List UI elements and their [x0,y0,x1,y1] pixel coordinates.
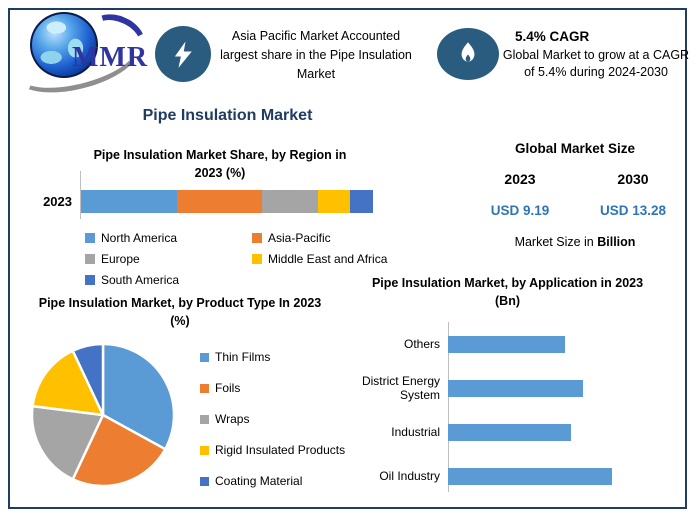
legend-swatch-middle-east-and-africa [252,254,262,264]
flame-icon [461,42,475,62]
pie-legend-item-coating-material: Coating Material [200,474,360,488]
application-bars: Others District Energy System Industrial Oi… [352,322,688,498]
region-legend-item-europe: Europe [85,252,252,266]
pie-legend-item-wraps: Wraps [200,412,360,426]
market-size-title: Global Market Size [514,141,636,156]
region-segment-middle-east-and-africa [317,190,350,213]
application-category-label: Oil Industry [379,468,440,483]
application-bar-industrial [448,423,571,441]
legend-swatch-wraps [200,414,209,424]
legend-label: Wraps [215,412,250,426]
legend-swatch-asia-pacific [252,233,262,243]
application-bar-track [448,423,688,441]
application-row-oil-industry: Oil Industry [352,454,688,498]
market-size-caption-prefix: Market Size in [514,235,598,249]
application-bar-district-energy-system [448,379,583,397]
lightning-badge [155,26,211,82]
mmr-logo: MMR [9,5,152,104]
application-axis-line [448,322,449,492]
legend-label: Rigid Insulated Products [215,443,346,457]
cagr-title: 5.4% CAGR [515,29,590,44]
pie-legend: Thin Films Foils Wraps Rigid Insulated Prod… [200,350,360,488]
globe-icon [30,12,98,78]
page-title: Pipe Insulation Market [142,107,313,124]
pie-legend-item-thin-films: Thin Films [200,350,360,364]
legend-swatch-coating-material [200,476,209,486]
application-category-label: Industrial [391,424,440,439]
legend-label: North America [101,231,178,245]
market-size-value-2030: USD 13.28 [599,203,667,218]
legend-label: South America [101,273,180,287]
region-legend-item-south-america: South America [85,273,252,287]
application-bar-track [448,467,688,485]
region-legend-item-middle-east-and-africa: Middle East and Africa [252,252,395,266]
market-size-caption-unit: Billion [597,235,636,249]
pie-chart-graphic [30,342,176,488]
cagr-text: Global Market to grow at a CAGR of 5.4% … [502,48,690,79]
application-category-label: District Energy System [361,373,440,402]
legend-label: Coating Material [215,474,303,488]
region-legend: North America Asia-Pacific Europe Middle Ea… [85,231,395,287]
pie-legend-item-foils: Foils [200,381,360,395]
legend-label: Foils [215,381,241,395]
application-row-industrial: Industrial [352,410,688,454]
pie-slice-coating-material [71,342,105,417]
pie-legend-item-rigid-insulated-products: Rigid Insulated Products [200,443,360,457]
application-bar-others [448,335,566,353]
application-bar-track [448,335,688,353]
pie-slice-wraps [30,404,105,481]
region-axis-line [80,171,81,219]
market-size-caption: Market Size in Billion [450,235,699,249]
legend-label: Asia-Pacific [268,231,331,245]
market-size-value-2023: USD 9.19 [490,203,550,218]
application-row-district-energy-system: District Energy System [352,366,688,410]
market-size-year-2030: 2030 [617,171,649,187]
market-size-year-2023: 2023 [504,171,536,187]
legend-swatch-north-america [85,233,95,243]
legend-swatch-rigid-insulated-products [200,445,209,455]
flame-badge [437,28,499,80]
pie-slice-thin-films [101,342,176,451]
legend-swatch-foils [200,383,209,393]
legend-label: Thin Films [215,350,271,364]
region-stacked-bar [81,190,373,213]
application-row-others: Others [352,322,688,366]
region-segment-asia-pacific [177,190,263,213]
region-category-label: 2023 [43,194,72,209]
region-legend-item-asia-pacific: Asia-Pacific [252,231,395,245]
application-bar-oil-industry [448,467,612,485]
application-bar-track [448,379,688,397]
banner-highlight-text: Asia Pacific Market Accounted largest sh… [220,29,412,81]
pie-slice-rigid-insulated-products [31,349,105,417]
pie-chart-title: Pipe Insulation Market, by Product Type … [38,296,322,329]
logo-text: MMR [72,42,149,73]
legend-swatch-thin-films [200,352,209,362]
legend-label: Europe [101,252,140,266]
legend-swatch-europe [85,254,95,264]
region-segment-europe [262,190,318,213]
legend-label: Middle East and Africa [268,252,388,266]
region-chart-title: Pipe Insulation Market Share, by Region … [93,148,347,181]
application-chart-title: Pipe Insulation Market, by Application i… [371,276,644,309]
region-legend-item-north-america: North America [85,231,252,245]
lightning-icon [174,41,192,68]
region-segment-north-america [81,190,178,213]
region-segment-south-america [349,190,373,213]
application-category-label: Others [403,336,440,351]
legend-swatch-south-america [85,275,95,285]
